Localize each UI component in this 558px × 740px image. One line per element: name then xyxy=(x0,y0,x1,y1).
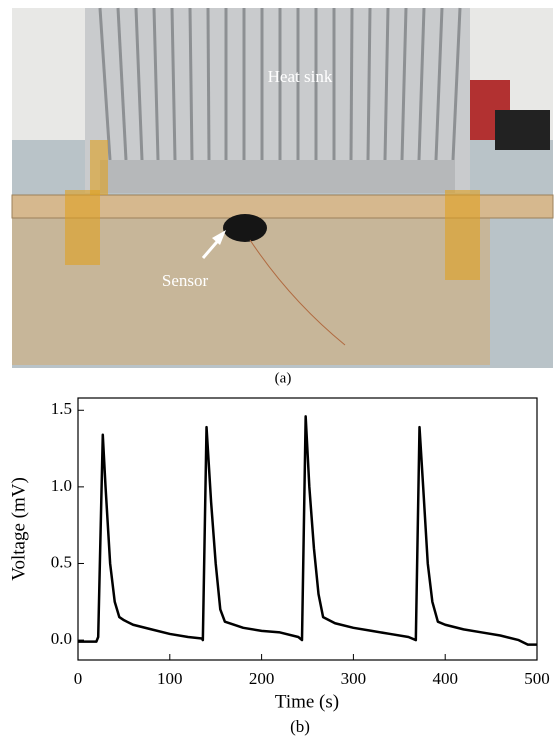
x-tick-label: 100 xyxy=(157,669,183,688)
caption: (b) xyxy=(290,717,310,736)
x-tick-label: 0 xyxy=(74,669,83,688)
y-tick-label: 1.0 xyxy=(51,476,72,495)
y-tick-label: 0.5 xyxy=(51,552,72,571)
sensor-label: Sensor xyxy=(162,271,209,290)
y-axis-label: Voltage (mV) xyxy=(8,477,29,581)
plot-frame xyxy=(77,397,538,661)
chart: Time (s) Voltage (mV) 0 100 200 300 400 500 0.… xyxy=(8,397,550,712)
y-tick-label: 1.5 xyxy=(51,399,72,418)
x-tick-label: 300 xyxy=(341,669,367,688)
caption: (a) xyxy=(275,370,292,386)
y-tick-label: 0.0 xyxy=(51,629,72,648)
data-line xyxy=(78,415,537,646)
heat-sink-label: Heat sink xyxy=(268,67,333,86)
x-tick-label: 200 xyxy=(249,669,275,688)
photo: Heat sink Sensor xyxy=(11,7,554,368)
x-tick-label: 400 xyxy=(432,669,458,688)
x-axis-label: Time (s) xyxy=(275,691,339,712)
x-tick-label: 500 xyxy=(524,669,550,688)
